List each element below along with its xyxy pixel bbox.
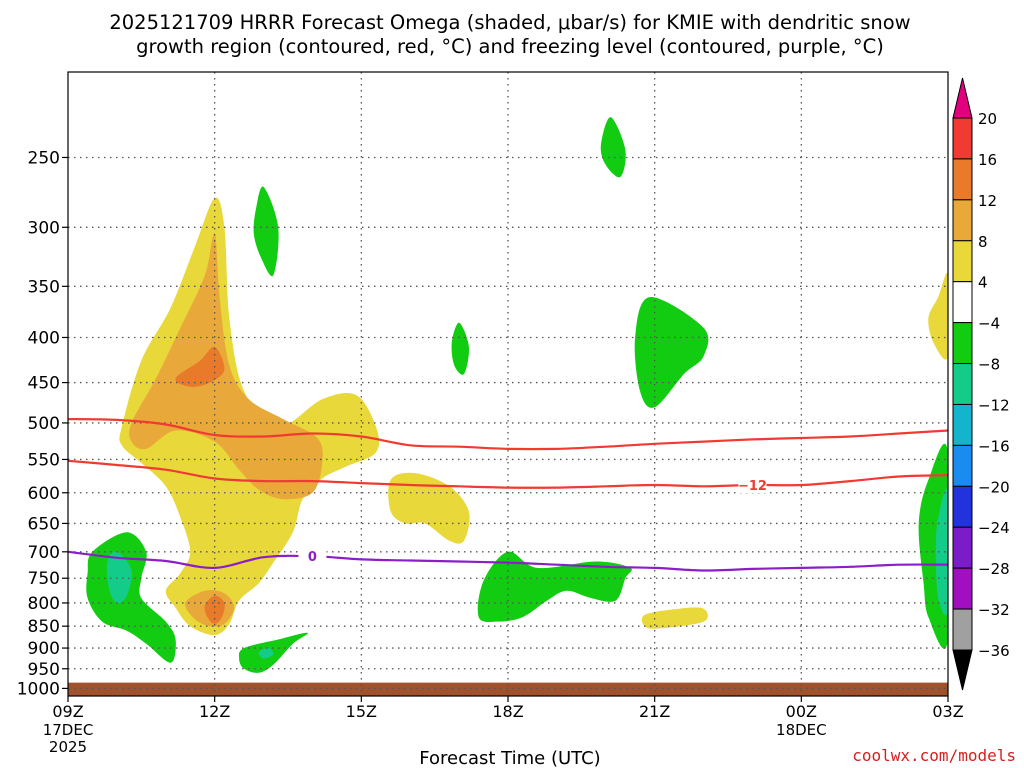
colorbar-box-1: [952, 158, 973, 201]
gridlines: [68, 72, 948, 696]
colorbar-box-7: [952, 403, 973, 446]
colorbar-box-11: [952, 567, 973, 610]
x-tick-label-03Z: 03Z: [932, 702, 963, 721]
colorbar-bottom-arrow: [952, 649, 973, 691]
shaded-down-green-upper-left: [253, 186, 279, 277]
colorbar-label-8: −16: [978, 437, 1010, 455]
y-tick-label-900: 900: [28, 639, 60, 659]
dendritic-lower-line: [67, 459, 949, 489]
credit-text: coolwx.com/models: [852, 746, 1016, 765]
freezing-level-line: [67, 550, 949, 572]
colorbar-label-0: 20: [978, 110, 997, 128]
shaded-down-green-top: [600, 117, 626, 178]
x-tick-label-18Z: 18Z: [492, 702, 523, 721]
shaded-upward-12-16-lower-cell: [204, 595, 225, 624]
colorbar-label-9: −20: [978, 478, 1010, 496]
colorbar-box-3: [952, 240, 973, 283]
y-tick-label-750: 750: [28, 569, 60, 589]
x-tick-sublabel-09Z-1: 2025: [49, 738, 87, 756]
y-tick-label-400: 400: [28, 328, 60, 348]
shaded-down-green-right: [634, 297, 709, 408]
colorbar-label-1: 16: [978, 151, 997, 169]
plot-clipped: [68, 117, 948, 696]
axes: 2503003504004505005506006507007508008509…: [17, 71, 964, 756]
shaded-down-teal-bottom: [258, 648, 274, 659]
shaded-down-teal-right-edge: [935, 488, 948, 615]
y-tick-label-250: 250: [28, 148, 60, 168]
terrain-band: [68, 682, 948, 696]
x-tick-sublabel-09Z-0: 17DEC: [43, 721, 94, 739]
colorbar-box-6: [952, 363, 973, 405]
freezing-level-line-label: 0: [308, 550, 317, 565]
shaded-down-green-mid: [477, 551, 632, 622]
y-tick-label-300: 300: [28, 218, 60, 238]
colorbar-label-3: 8: [978, 233, 988, 251]
colorbar-box-8: [952, 444, 973, 487]
y-tick-label-1000: 1000: [17, 679, 60, 699]
colorbar-label-10: −24: [978, 519, 1010, 537]
freezing-level-line-label-bg: [298, 548, 327, 565]
y-tick-label-700: 700: [28, 543, 60, 563]
shaded-down-green-bottom: [238, 632, 308, 673]
x-tick-label-00Z: 00Z: [786, 702, 817, 721]
shaded-upward-8-12-main: [129, 233, 323, 500]
colorbar-box-10: [952, 526, 973, 569]
shaded-down-green-lower-left: [86, 532, 176, 663]
y-tick-label-500: 500: [28, 414, 60, 434]
x-tick-label-12Z: 12Z: [199, 702, 230, 721]
colorbar-label-13: −36: [978, 642, 1010, 660]
y-tick-label-950: 950: [28, 660, 60, 680]
colorbar-top-arrow: [952, 77, 973, 119]
dendritic-upper-line: [67, 418, 949, 451]
colorbar-label-4: 4: [978, 274, 988, 292]
y-tick-label-650: 650: [28, 514, 60, 534]
colorbar-label-5: −4: [978, 315, 1000, 333]
colorbar-box-9: [952, 485, 973, 528]
colorbar-box-4: [952, 281, 973, 324]
y-tick-label-550: 550: [28, 450, 60, 470]
chart-title: 2025121709 HRRR Forecast Omega (shaded, …: [109, 11, 910, 58]
y-tick-label-800: 800: [28, 594, 60, 614]
x-tick-label-21Z: 21Z: [639, 702, 670, 721]
title-line-2: growth region (contoured, red, °C) and f…: [136, 35, 884, 58]
shaded-upward-4-8-mid: [388, 472, 470, 544]
dendritic-lower-line-label-bg: [738, 477, 767, 494]
colorbar: 20 16 12 8 4 −4 −8 −12 −16 −20 −24 −28 −32 −36: [952, 77, 1010, 691]
colorbar-label-6: −8: [978, 356, 1000, 374]
y-tick-label-450: 450: [28, 374, 60, 394]
colorbar-box-5: [952, 322, 973, 365]
colorbar-label-7: −12: [978, 396, 1010, 414]
y-tick-label-850: 850: [28, 617, 60, 637]
shaded-down-teal-lower-left: [106, 551, 132, 604]
colorbar-label-12: −32: [978, 601, 1010, 619]
shaded-upward-12-16-cell: [175, 346, 225, 387]
x-tick-label-09Z: 09Z: [52, 702, 83, 721]
x-tick-sublabel-00Z-0: 18DEC: [776, 721, 827, 739]
y-tick-label-600: 600: [28, 484, 60, 504]
colorbar-box-0: [952, 117, 973, 160]
dendritic-lower-line-label: −12: [738, 479, 767, 494]
colorbar-box-12: [952, 608, 973, 651]
title-line-1: 2025121709 HRRR Forecast Omega (shaded, …: [109, 11, 910, 34]
colorbar-label-2: 12: [978, 192, 997, 210]
x-tick-label-15Z: 15Z: [346, 702, 377, 721]
shaded-down-green-small: [451, 322, 470, 375]
contour-lines: −12 0: [67, 418, 949, 572]
colorbar-box-2: [952, 199, 973, 242]
colorbar-label-11: −28: [978, 560, 1010, 578]
shaded-upward-4-8-low: [641, 607, 708, 629]
y-tick-label-350: 350: [28, 277, 60, 297]
plot-area: [68, 117, 948, 696]
x-axis-label: Forecast Time (UTC): [419, 748, 600, 768]
